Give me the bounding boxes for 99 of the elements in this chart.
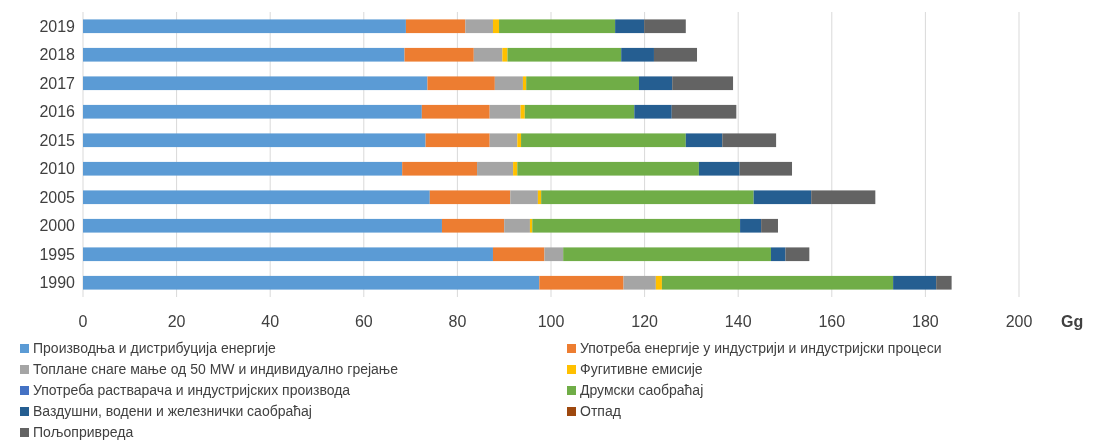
bar: [739, 161, 793, 176]
x-axis-title: Gg: [1061, 313, 1084, 330]
y-tick-label: 1990: [39, 274, 76, 292]
x-tick-label: 140: [724, 313, 752, 330]
bar: [541, 190, 754, 205]
y-tick-label: 2015: [39, 131, 76, 149]
bar: [513, 161, 518, 176]
bar: [661, 275, 894, 290]
y-tick-label: 2019: [39, 17, 76, 35]
bar: [83, 190, 430, 205]
bar: [685, 133, 723, 148]
legend-label: Пољопривреда: [33, 424, 134, 440]
bar: [638, 76, 673, 91]
bar: [532, 218, 741, 233]
bar: [521, 133, 686, 148]
bar: [427, 76, 495, 91]
bar: [544, 247, 564, 262]
bar: [634, 104, 672, 119]
y-tick-label: 2010: [39, 160, 76, 178]
x-tick-label: 120: [631, 313, 659, 330]
y-tick-label: 2000: [39, 217, 76, 235]
bar: [811, 190, 876, 205]
bar: [441, 218, 505, 233]
legend-label: Употреба енергије у индустрији и индустријски процеси: [580, 340, 942, 356]
bar: [429, 190, 511, 205]
y-tick-label: 1995: [39, 245, 76, 263]
bar: [421, 104, 490, 119]
bar: [83, 161, 403, 176]
bar: [936, 275, 952, 290]
x-tick-label: 180: [912, 313, 939, 330]
bar: [785, 247, 810, 262]
bar: [499, 19, 616, 34]
y-tick-label: 2016: [39, 103, 76, 121]
bar: [465, 19, 493, 34]
bar: [502, 47, 508, 62]
bar: [494, 76, 523, 91]
bar: [537, 190, 542, 205]
legend-label: Фугитивне емисије: [580, 361, 703, 377]
bar: [621, 47, 654, 62]
bar: [492, 247, 545, 262]
bar: [517, 161, 699, 176]
bar: [405, 19, 466, 34]
bar: [83, 47, 405, 62]
legend-label: Ваздушни, водени и железнички саобраћај: [33, 403, 312, 419]
bar: [655, 275, 662, 290]
bar: [83, 104, 422, 119]
bar: [761, 218, 778, 233]
bar: [83, 19, 406, 34]
bar: [489, 133, 518, 148]
bar: [623, 275, 656, 290]
bar: [520, 104, 525, 119]
bar: [477, 161, 514, 176]
bar: [671, 104, 737, 119]
legend-label: Употреба растварача и индустријских производа: [33, 382, 351, 398]
x-tick-label: 60: [354, 313, 373, 330]
bar: [425, 133, 490, 148]
bar: [740, 218, 762, 233]
bar: [83, 218, 442, 233]
bar: [473, 47, 503, 62]
bar: [522, 76, 527, 91]
bar: [492, 19, 500, 34]
x-tick-label: 200: [1005, 313, 1033, 330]
bar: [83, 275, 540, 290]
bar: [504, 218, 530, 233]
x-tick-label: 160: [818, 313, 846, 330]
legend-label: Отпад: [580, 403, 621, 419]
bar: [507, 47, 622, 62]
bar: [526, 76, 639, 91]
bar: [404, 47, 474, 62]
bar: [83, 76, 428, 91]
bar: [489, 104, 521, 119]
bar: [83, 247, 493, 262]
bar: [644, 19, 686, 34]
x-tick-label: 20: [167, 313, 186, 330]
bar: [524, 104, 635, 119]
bar: [672, 76, 734, 91]
bar: [539, 275, 624, 290]
bar: [722, 133, 777, 148]
legend-label: Топлане снаге мање од 50 MW и индивидуално грејање: [33, 361, 399, 377]
bar: [653, 47, 698, 62]
y-tick-label: 2005: [39, 188, 76, 206]
x-tick-label: 0: [78, 313, 88, 330]
bar: [510, 190, 538, 205]
bar: [563, 247, 771, 262]
x-tick-label: 100: [537, 313, 565, 330]
y-tick-label: 2017: [39, 74, 76, 92]
bar: [753, 190, 812, 205]
legend-label: Друмски саобраћај: [580, 382, 704, 398]
x-tick-label: 80: [448, 313, 467, 330]
bar: [698, 161, 740, 176]
bar: [402, 161, 478, 176]
y-tick-label: 2018: [39, 46, 76, 64]
bar: [893, 275, 937, 290]
bar: [615, 19, 645, 34]
bar: [83, 133, 426, 148]
x-tick-label: 40: [261, 313, 280, 330]
bar: [517, 133, 522, 148]
bar: [770, 247, 786, 262]
legend-label: Производња и дистрибуција енергије: [33, 340, 277, 356]
